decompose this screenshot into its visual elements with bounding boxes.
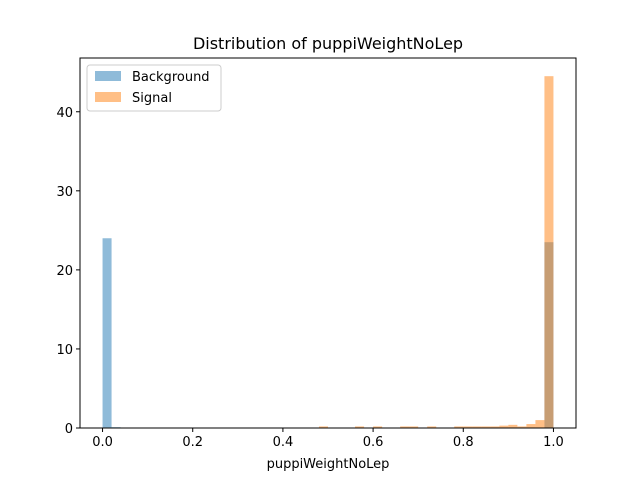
bar-signal-48 <box>535 420 545 428</box>
bar-signal-49 <box>544 76 554 428</box>
legend: Background Signal <box>86 64 222 112</box>
y-tick-label: 0 <box>65 422 73 437</box>
y-tick-label: 40 <box>56 106 73 121</box>
legend-swatch-signal <box>95 92 121 102</box>
bar-signal-24 <box>318 426 328 428</box>
bar-signal-40 <box>463 426 473 428</box>
bar-signal-41 <box>472 426 482 428</box>
bar-signal-34 <box>409 426 419 428</box>
y-tick-label: 20 <box>56 264 73 279</box>
bar-signal-46 <box>517 426 527 428</box>
bar-signal-36 <box>427 426 437 428</box>
legend-label-signal: Signal <box>132 91 172 106</box>
series-background <box>102 238 554 428</box>
series-signal <box>318 76 554 428</box>
x-tick-label: 0.2 <box>182 435 203 450</box>
bars-layer <box>102 76 554 428</box>
plot-frame <box>79 57 577 429</box>
bar-signal-43 <box>490 426 500 428</box>
y-axis: 0 10 20 30 40 <box>56 106 80 437</box>
x-tick-label: 0.4 <box>273 435 294 450</box>
bar-signal-33 <box>400 426 410 428</box>
legend-swatch-background <box>95 71 121 81</box>
chart-title: Distribution of puppiWeightNoLep <box>193 34 463 53</box>
legend-label-background: Background <box>132 70 210 85</box>
bar-signal-28 <box>355 426 365 428</box>
bar-signal-39 <box>454 426 464 428</box>
x-tick-label: 0.8 <box>453 435 474 450</box>
x-tick-label: 1.0 <box>543 435 564 450</box>
bar-signal-44 <box>499 425 509 428</box>
x-axis: 0.0 0.2 0.4 0.6 0.8 1.0 <box>92 428 564 450</box>
x-tick-label: 0.6 <box>363 435 384 450</box>
bar-signal-42 <box>481 426 491 428</box>
y-tick-label: 10 <box>56 343 73 358</box>
bar-signal-45 <box>508 424 518 428</box>
y-tick-label: 30 <box>56 185 73 200</box>
x-axis-label: puppiWeightNoLep <box>267 457 390 472</box>
bar-signal-47 <box>526 424 536 428</box>
bar-background-0 <box>102 238 112 428</box>
bar-signal-30 <box>373 426 383 428</box>
x-tick-label: 0.0 <box>92 435 113 450</box>
